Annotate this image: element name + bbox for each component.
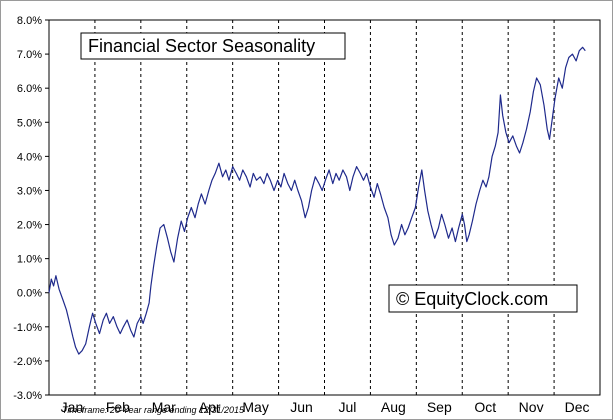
y-tick-label: -2.0% bbox=[13, 356, 42, 368]
x-tick-label: Dec bbox=[565, 399, 590, 415]
x-tick-label: Jan bbox=[61, 399, 84, 415]
y-tick-label: 3.0% bbox=[17, 185, 42, 197]
y-axis: 8.0% 7.0% 6.0% 5.0% 4.0% 3.0% 2.0% 1.0% 0.0% -1.0… bbox=[13, 15, 49, 402]
chart-title-box bbox=[80, 32, 346, 60]
y-tick-label: 6.0% bbox=[17, 83, 42, 95]
grid-layer bbox=[94, 20, 555, 395]
y-tick-label: 7.0% bbox=[17, 49, 42, 61]
watermark: © EquityClock.com bbox=[396, 289, 548, 309]
y-tick-label: 4.0% bbox=[17, 151, 42, 163]
series-layer bbox=[48, 46, 586, 355]
y-tick-label: 8.0% bbox=[17, 15, 42, 27]
x-tick-label: Jun bbox=[290, 399, 313, 415]
x-tick-label: Apr bbox=[199, 399, 221, 415]
y-tick-label: 1.0% bbox=[17, 254, 42, 266]
watermark-box bbox=[388, 284, 578, 313]
x-tick-label: Mar bbox=[152, 399, 176, 415]
x-tick-label: Oct bbox=[474, 399, 496, 415]
x-tick-label: Nov bbox=[519, 399, 544, 415]
timeframe-footnote: Timeframe: 20-Year range ending 12/31/20… bbox=[62, 405, 245, 415]
y-tick-label: 0.0% bbox=[17, 288, 42, 300]
series-line bbox=[48, 46, 586, 355]
x-tick-label: Feb bbox=[106, 399, 130, 415]
chart-title: Financial Sector Seasonality bbox=[88, 36, 315, 56]
y-tick-label: -1.0% bbox=[13, 322, 42, 334]
x-tick-label: Aug bbox=[381, 399, 406, 415]
y-tick-label: 2.0% bbox=[17, 220, 42, 232]
x-tick-label: May bbox=[242, 399, 268, 415]
x-axis: Jan Feb Mar Apr May Jun Jul Aug Sep Oct Nov Dec bbox=[61, 399, 590, 415]
y-tick-label: 5.0% bbox=[17, 117, 42, 129]
x-tick-label: Jul bbox=[339, 399, 357, 415]
y-tick-label: -3.0% bbox=[13, 390, 42, 402]
x-tick-label: Sep bbox=[427, 399, 452, 415]
